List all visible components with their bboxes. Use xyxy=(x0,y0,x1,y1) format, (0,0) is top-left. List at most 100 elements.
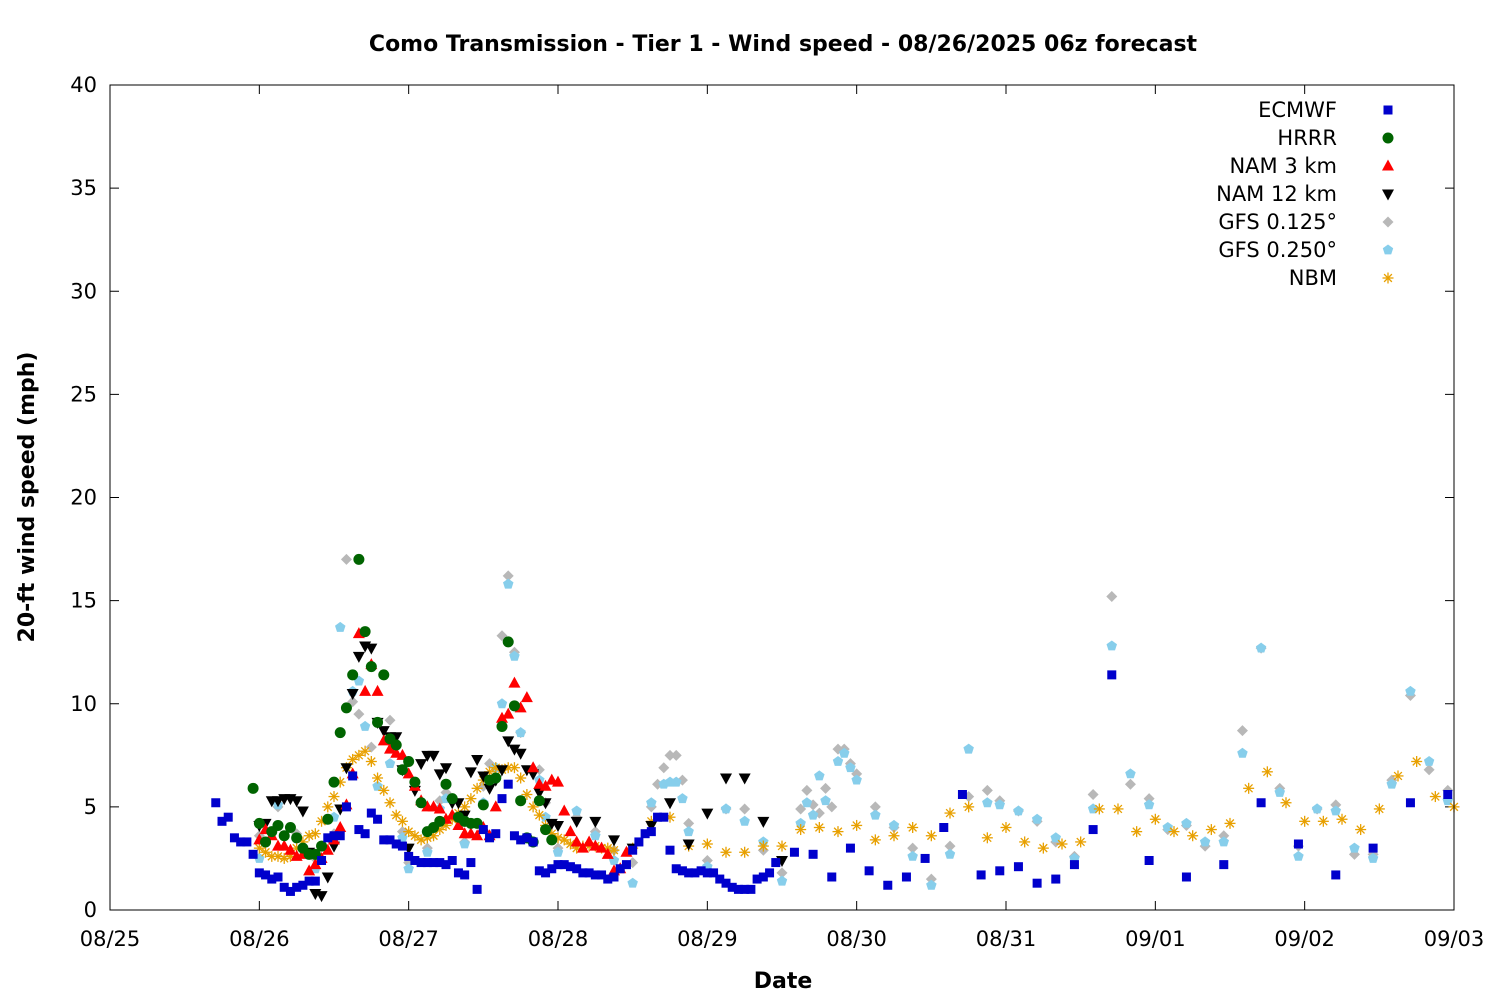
data-point xyxy=(471,754,484,766)
data-point xyxy=(273,872,283,882)
data-point xyxy=(670,749,682,761)
data-point xyxy=(396,815,408,827)
y-tick-label: 10 xyxy=(70,692,97,716)
data-point xyxy=(514,748,527,760)
data-point xyxy=(1237,747,1248,758)
data-point xyxy=(372,780,383,791)
data-point xyxy=(290,796,303,808)
legend-marker xyxy=(1382,216,1394,228)
data-point xyxy=(340,702,352,714)
data-point xyxy=(1317,815,1329,827)
data-point xyxy=(839,747,850,758)
data-point xyxy=(653,812,663,822)
data-point xyxy=(229,833,239,843)
data-point xyxy=(739,815,750,826)
legend-marker xyxy=(1382,244,1394,255)
data-point xyxy=(534,866,544,876)
chart-title: Como Transmission - Tier 1 - Wind speed … xyxy=(369,32,1198,57)
data-point xyxy=(404,851,414,861)
data-point xyxy=(478,825,488,835)
data-point xyxy=(359,745,371,757)
data-point xyxy=(348,771,358,781)
data-point xyxy=(888,819,900,830)
data-point xyxy=(304,876,314,886)
data-point xyxy=(1031,813,1043,824)
data-point xyxy=(296,806,309,818)
data-point xyxy=(508,700,520,712)
data-point xyxy=(851,819,863,831)
data-point xyxy=(1405,798,1415,808)
data-point xyxy=(789,847,799,857)
data-point xyxy=(508,762,520,774)
data-point xyxy=(441,860,451,870)
x-tick-label: 08/31 xyxy=(976,927,1037,951)
data-point xyxy=(378,669,390,681)
data-point xyxy=(516,835,526,845)
data-point xyxy=(701,838,713,850)
data-point xyxy=(334,727,346,739)
data-point xyxy=(278,830,290,842)
data-point xyxy=(533,809,545,821)
data-point xyxy=(1336,813,1348,825)
data-point xyxy=(820,795,831,806)
series-ecmwf xyxy=(211,670,1453,896)
data-point xyxy=(427,750,440,762)
data-point xyxy=(365,756,377,767)
data-point xyxy=(864,866,874,876)
data-point xyxy=(1093,803,1105,815)
data-point xyxy=(814,770,825,781)
data-point xyxy=(995,866,1005,876)
data-point xyxy=(515,795,527,807)
data-point xyxy=(1069,860,1079,870)
data-point xyxy=(1261,766,1273,778)
data-point xyxy=(795,824,807,836)
data-point xyxy=(260,836,272,848)
data-point xyxy=(1181,817,1192,828)
data-point xyxy=(944,807,956,819)
data-point xyxy=(963,743,974,754)
data-point xyxy=(1293,850,1304,861)
data-point xyxy=(845,762,856,773)
data-point xyxy=(291,832,303,844)
data-point xyxy=(509,831,519,841)
y-tick-label: 15 xyxy=(70,589,97,613)
data-point xyxy=(422,846,433,857)
data-point xyxy=(502,636,514,648)
data-point xyxy=(609,872,619,882)
data-point xyxy=(801,784,813,796)
y-tick-label: 30 xyxy=(70,279,97,303)
data-point xyxy=(465,793,477,805)
legend-label: HRRR xyxy=(1277,126,1337,150)
data-point xyxy=(1367,852,1379,863)
data-point xyxy=(907,850,918,861)
axis-ticks: 08/25 08/26 08/27 08/28 08/29 08/30 08/31 09/01… xyxy=(70,73,1484,951)
data-point xyxy=(433,769,446,781)
data-point xyxy=(490,772,502,784)
data-point xyxy=(347,753,359,765)
data-point xyxy=(496,698,508,709)
x-tick-label: 09/03 xyxy=(1424,927,1485,951)
data-point xyxy=(321,872,334,884)
data-point xyxy=(446,793,458,805)
data-point xyxy=(776,867,788,879)
data-point xyxy=(503,578,514,589)
data-point xyxy=(321,843,334,855)
data-point xyxy=(453,868,463,878)
data-point xyxy=(552,846,564,857)
data-point xyxy=(520,691,533,703)
data-point xyxy=(552,820,564,832)
data-point xyxy=(1236,725,1248,737)
data-point xyxy=(390,739,402,751)
series-nbm xyxy=(253,745,1460,864)
y-axis-title: 20-ft wind speed (mph) xyxy=(15,352,40,643)
data-point xyxy=(665,845,675,855)
data-point xyxy=(422,858,432,868)
data-point xyxy=(471,782,483,794)
data-point xyxy=(429,858,439,868)
data-point xyxy=(684,868,694,878)
data-point xyxy=(646,797,657,808)
data-point xyxy=(645,820,658,832)
data-point xyxy=(346,688,359,700)
data-point xyxy=(508,676,521,688)
